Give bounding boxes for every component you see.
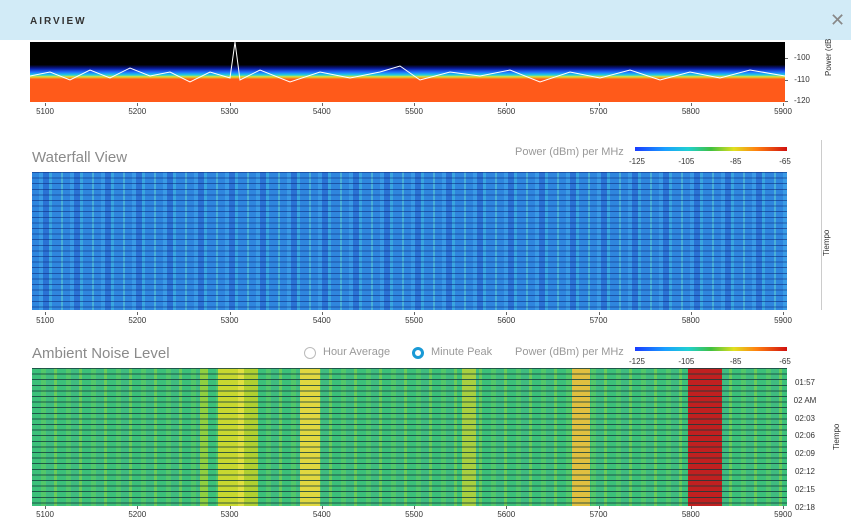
x-tick-label: 5600 — [497, 510, 515, 519]
waterfall-legend-label: Power (dBm) per MHz — [515, 146, 624, 158]
x-tick-mark — [230, 103, 231, 106]
x-tick-mark — [137, 506, 138, 509]
x-tick-label: 5900 — [774, 316, 792, 325]
x-tick-label: 5300 — [221, 316, 239, 325]
header-title: AIRVIEW — [30, 16, 87, 27]
airview-page: AIRVIEW ✕ Power (dB Waterfall View Power… — [0, 0, 851, 526]
legend-tick-label: -105 — [678, 357, 694, 366]
waterfall-title: Waterfall View — [32, 149, 127, 166]
divider — [821, 140, 822, 310]
legend-tick-label: -65 — [779, 357, 791, 366]
x-tick-label: 5100 — [36, 510, 54, 519]
x-tick-mark — [599, 312, 600, 315]
x-tick-label: 5200 — [128, 510, 146, 519]
x-tick-label: 5100 — [36, 107, 54, 116]
x-tick-label: 5500 — [405, 107, 423, 116]
x-tick-label: 5400 — [313, 316, 331, 325]
x-tick-mark — [506, 312, 507, 315]
x-tick-mark — [599, 506, 600, 509]
legend-tick-label: -65 — [779, 157, 791, 166]
waterfall-y-label: Tiempo — [822, 230, 831, 256]
waterfall-colorbar — [635, 147, 787, 151]
x-tick-label: 5500 — [405, 316, 423, 325]
x-tick-label: 5400 — [313, 510, 331, 519]
ambient-legend-label: Power (dBm) per MHz — [515, 346, 624, 358]
time-label: 01:57 — [795, 378, 815, 387]
x-tick-label: 5200 — [128, 316, 146, 325]
x-tick-mark — [691, 103, 692, 106]
legend-tick-label: -125 — [629, 357, 645, 366]
x-tick-label: 5600 — [497, 107, 515, 116]
time-label: 02:06 — [795, 431, 815, 440]
spectrum-plot — [30, 42, 785, 102]
radio-button[interactable] — [412, 347, 424, 359]
x-tick-mark — [414, 103, 415, 106]
x-tick-mark — [691, 506, 692, 509]
x-tick-label: 5900 — [774, 107, 792, 116]
spectrum-trace — [30, 42, 785, 102]
x-tick-label: 5600 — [497, 316, 515, 325]
x-tick-label: 5800 — [682, 107, 700, 116]
time-label: 02:18 — [795, 503, 815, 512]
x-tick-label: 5300 — [221, 107, 239, 116]
x-tick-mark — [414, 312, 415, 315]
x-tick-mark — [230, 506, 231, 509]
x-tick-label: 5900 — [774, 510, 792, 519]
time-label: 02:09 — [795, 449, 815, 458]
x-tick-label: 5700 — [590, 316, 608, 325]
y-tick-mark — [785, 101, 788, 102]
x-tick-mark — [137, 103, 138, 106]
x-tick-label: 5200 — [128, 107, 146, 116]
legend-tick-label: -85 — [730, 157, 742, 166]
legend-tick-label: -85 — [730, 357, 742, 366]
time-label: 02 AM — [794, 396, 817, 405]
close-button[interactable]: ✕ — [830, 10, 845, 31]
spectrum-axis-label: Power (dB — [824, 39, 833, 76]
ambient-y-label: Tiempo — [832, 424, 841, 450]
x-tick-mark — [45, 506, 46, 509]
y-tick-mark — [785, 58, 788, 59]
radio-label[interactable]: Hour Average — [323, 346, 390, 358]
radio-button[interactable] — [304, 347, 316, 359]
radio-label[interactable]: Minute Peak — [431, 346, 492, 358]
x-tick-label: 5800 — [682, 510, 700, 519]
header-bar — [0, 0, 851, 40]
ambient-title: Ambient Noise Level — [32, 345, 170, 362]
time-label: 02:15 — [795, 485, 815, 494]
x-tick-mark — [783, 312, 784, 315]
x-tick-label: 5300 — [221, 510, 239, 519]
x-tick-label: 5800 — [682, 316, 700, 325]
x-tick-mark — [414, 506, 415, 509]
x-tick-mark — [45, 312, 46, 315]
x-tick-mark — [322, 312, 323, 315]
x-tick-mark — [783, 103, 784, 106]
x-tick-mark — [691, 312, 692, 315]
legend-tick-label: -105 — [678, 157, 694, 166]
x-tick-label: 5700 — [590, 510, 608, 519]
x-tick-mark — [599, 103, 600, 106]
x-tick-label: 5400 — [313, 107, 331, 116]
x-tick-label: 5700 — [590, 107, 608, 116]
ambient-heatmap — [32, 368, 787, 506]
time-label: 02:12 — [795, 467, 815, 476]
x-tick-label: 5100 — [36, 316, 54, 325]
ambient-colorbar — [635, 347, 787, 351]
y-tick-label: -120 — [794, 96, 810, 105]
x-tick-mark — [137, 312, 138, 315]
waterfall-heatmap — [32, 172, 787, 310]
y-tick-mark — [785, 80, 788, 81]
x-tick-mark — [322, 506, 323, 509]
legend-tick-label: -125 — [629, 157, 645, 166]
x-tick-mark — [45, 103, 46, 106]
x-tick-label: 5500 — [405, 510, 423, 519]
x-tick-mark — [230, 312, 231, 315]
y-tick-label: -110 — [794, 75, 809, 84]
x-tick-mark — [506, 103, 507, 106]
x-tick-mark — [322, 103, 323, 106]
x-tick-mark — [506, 506, 507, 509]
time-label: 02:03 — [795, 414, 815, 423]
x-tick-mark — [783, 506, 784, 509]
y-tick-label: -100 — [794, 53, 810, 62]
